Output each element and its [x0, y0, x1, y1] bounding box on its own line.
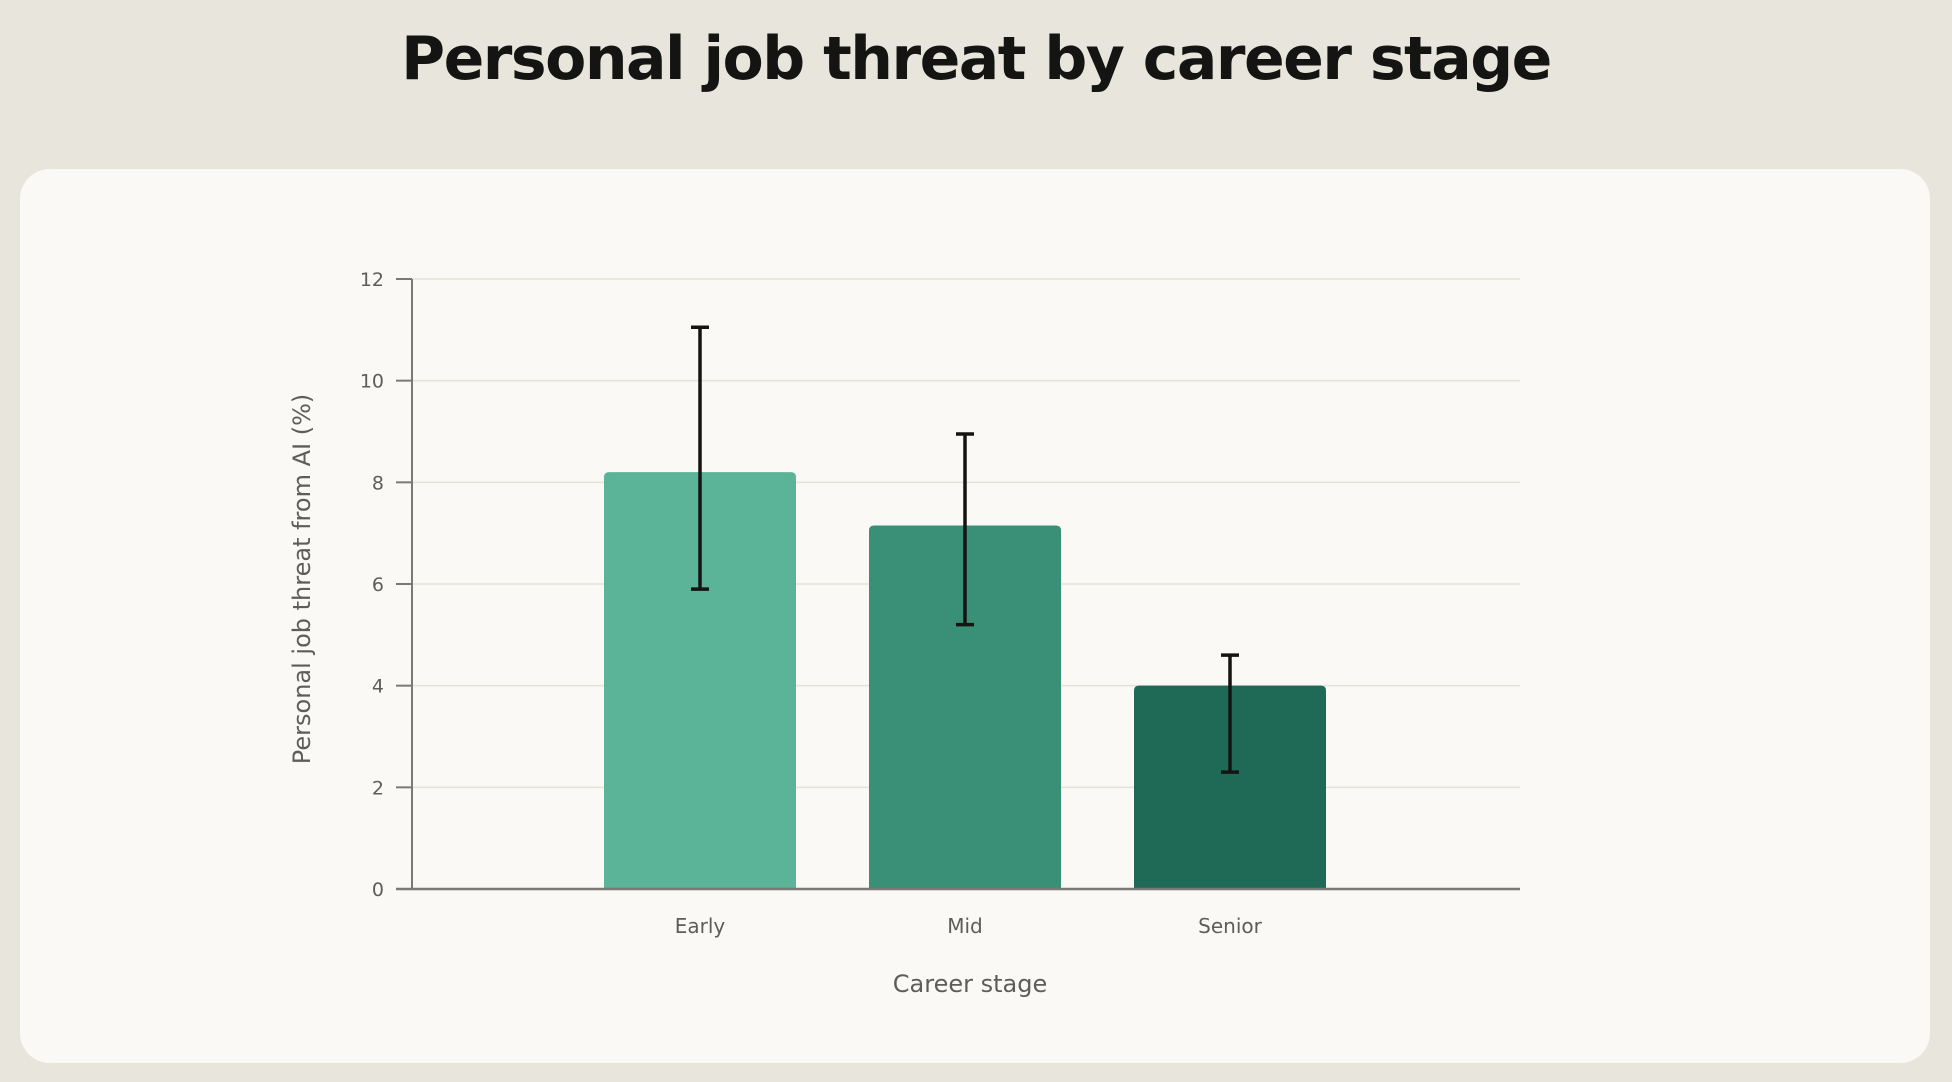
y-tick-label: 0: [372, 879, 384, 901]
bar-senior: [1134, 685, 1326, 889]
y-tick-label: 6: [372, 574, 384, 596]
y-tick-label: 2: [372, 777, 384, 799]
y-axis-title: Personal job threat from AI (%): [288, 394, 316, 764]
error-bar-early: [691, 325, 709, 591]
bar-mid: [869, 525, 1061, 889]
error-bar-senior: [1221, 653, 1239, 774]
chart-card: 0 2 4 6 8 10 12 Early Mid Senior Career stage Per…: [20, 169, 1930, 1063]
y-tick-label: 12: [360, 269, 384, 291]
y-tick-label: 4: [372, 676, 384, 698]
bar-chart: 0 2 4 6 8 10 12 Early Mid Senior Career stage Per…: [288, 269, 1520, 998]
x-axis-title: Career stage: [893, 970, 1047, 998]
x-category-label: Senior: [1198, 914, 1262, 938]
error-bar-mid: [956, 432, 974, 627]
x-category-label: Early: [675, 914, 726, 938]
y-tick-label: 10: [360, 371, 384, 393]
bar-early: [604, 472, 796, 889]
page-title: Personal job threat by career stage: [401, 24, 1552, 94]
y-tick-label: 8: [372, 472, 384, 494]
x-category-label: Mid: [947, 914, 983, 938]
